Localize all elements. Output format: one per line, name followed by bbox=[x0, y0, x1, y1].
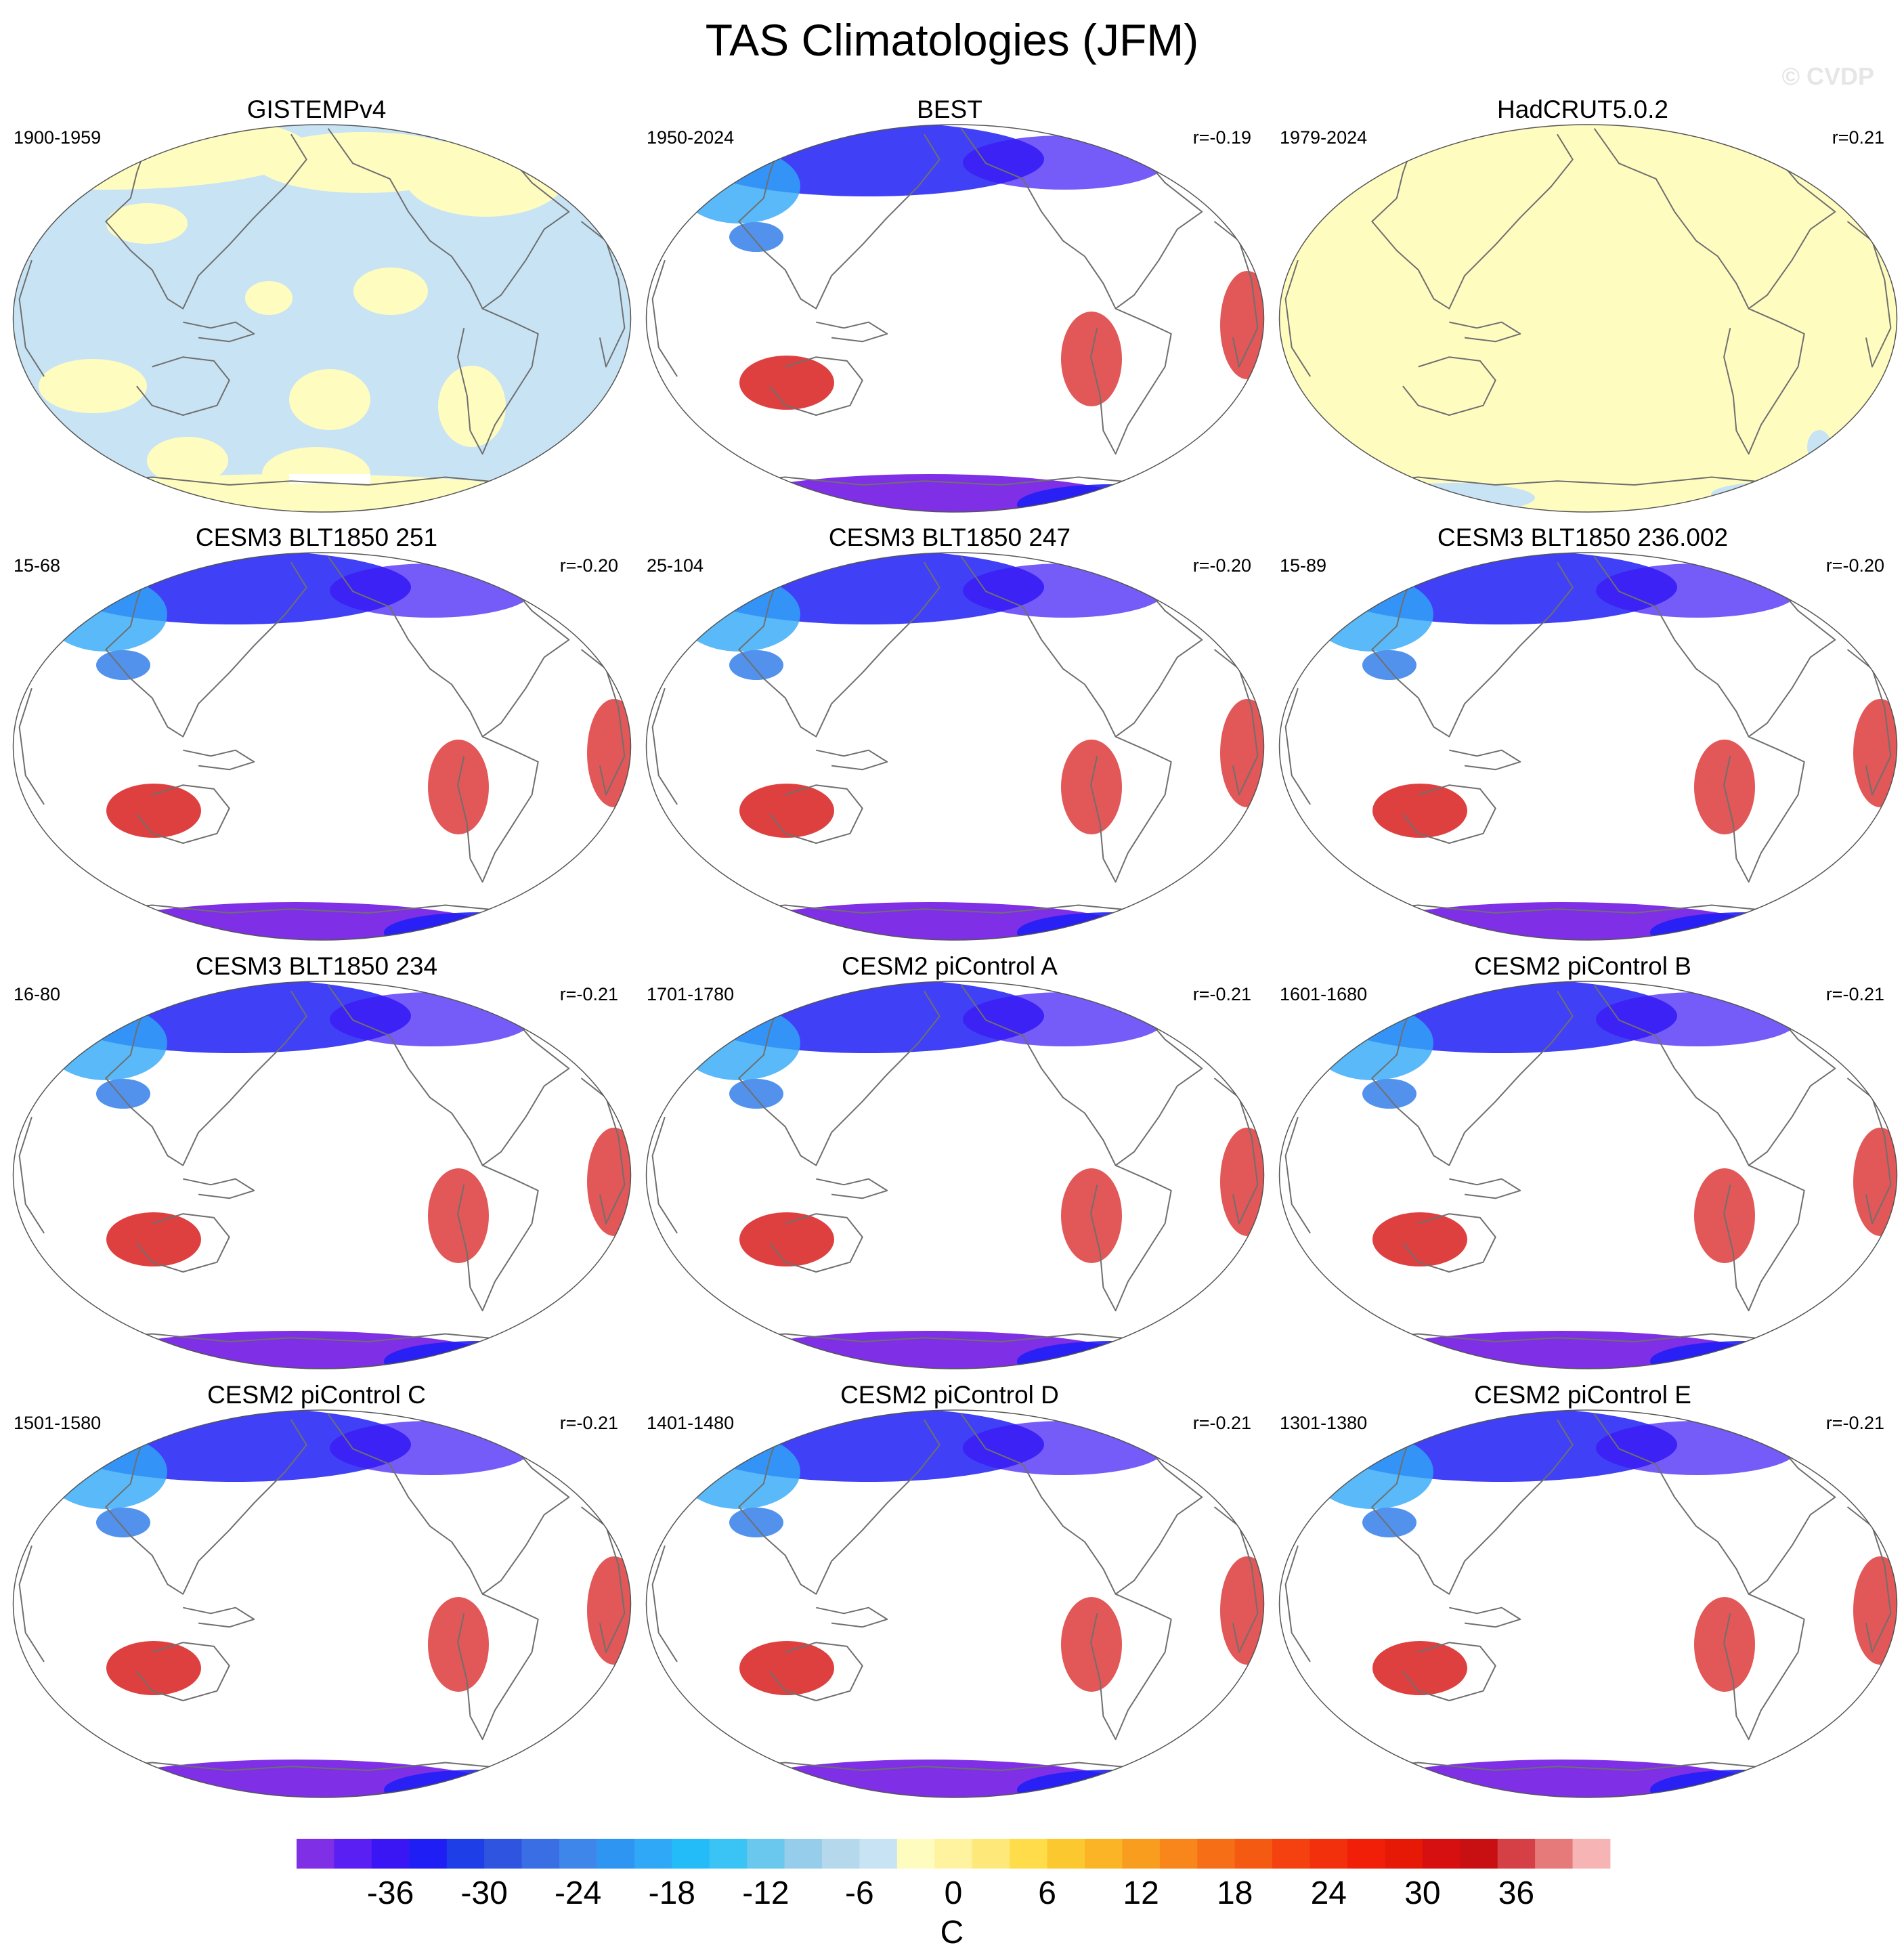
panel-pattern-correlation: r=-0.21 bbox=[1192, 1413, 1251, 1433]
panel-title: CESM3 BLT1850 236.002 bbox=[1437, 524, 1729, 551]
panel-title: CESM2 piControl D bbox=[840, 1381, 1059, 1409]
panel-title: CESM2 piControl A bbox=[842, 952, 1058, 980]
panel-pattern-correlation: r=-0.21 bbox=[559, 1413, 618, 1433]
panel-title: CESM2 piControl B bbox=[1474, 952, 1691, 980]
map-panel: CESM3 BLT1850 247 25-104 r=-0.20 bbox=[633, 523, 1266, 943]
map-panel: HadCRUT5.0.2 1979-2024 r=0.21 bbox=[1266, 95, 1899, 515]
world-map bbox=[1278, 1409, 1898, 1798]
panel-title: CESM2 piControl C bbox=[207, 1381, 426, 1409]
map-panel: CESM2 piControl C 1501-1580 r=-0.21 bbox=[0, 1380, 633, 1800]
world-map bbox=[12, 552, 632, 941]
panel-year-range: 1301-1380 bbox=[1280, 1413, 1368, 1433]
world-map bbox=[645, 1409, 1265, 1798]
map-panel: CESM2 piControl A 1701-1780 r=-0.21 bbox=[633, 952, 1266, 1371]
panel-year-range: 25-104 bbox=[647, 555, 704, 576]
panel-pattern-correlation: r=-0.20 bbox=[559, 555, 618, 576]
map-panel: GISTEMPv4 1900-1959 bbox=[0, 95, 633, 515]
panel-year-range: 1900-1959 bbox=[14, 127, 102, 148]
world-map bbox=[645, 124, 1265, 513]
panel-pattern-correlation: r=-0.21 bbox=[1825, 1413, 1884, 1433]
map-panel: CESM3 BLT1850 236.002 15-89 r=-0.20 bbox=[1266, 523, 1899, 943]
panel-pattern-correlation: r=-0.21 bbox=[1192, 984, 1251, 1004]
world-map bbox=[1278, 124, 1898, 513]
world-map bbox=[645, 552, 1265, 941]
map-panel: BEST 1950-2024 r=-0.19 bbox=[633, 95, 1266, 515]
map-panel: CESM2 piControl E 1301-1380 r=-0.21 bbox=[1266, 1380, 1899, 1800]
map-panel: CESM3 BLT1850 251 15-68 r=-0.20 bbox=[0, 523, 633, 943]
panel-title: CESM3 BLT1850 251 bbox=[195, 524, 438, 551]
world-map bbox=[1278, 981, 1898, 1369]
panel-year-range: 1701-1780 bbox=[647, 984, 735, 1004]
panel-title: CESM3 BLT1850 234 bbox=[195, 952, 438, 980]
map-panel: CESM2 piControl B 1601-1680 r=-0.21 bbox=[1266, 952, 1899, 1371]
world-map bbox=[645, 981, 1265, 1369]
panel-pattern-correlation: r=-0.20 bbox=[1192, 555, 1251, 576]
panel-year-range: 16-80 bbox=[14, 984, 61, 1004]
panel-pattern-correlation: r=0.21 bbox=[1832, 127, 1884, 148]
world-map bbox=[12, 124, 632, 513]
panel-year-range: 1950-2024 bbox=[647, 127, 735, 148]
panel-title: HadCRUT5.0.2 bbox=[1497, 95, 1668, 123]
panel-pattern-correlation: r=-0.20 bbox=[1825, 555, 1884, 576]
panel-title: CESM3 BLT1850 247 bbox=[828, 524, 1071, 551]
panel-year-range: 1601-1680 bbox=[1280, 984, 1368, 1004]
world-map bbox=[12, 1409, 632, 1798]
map-panel: CESM2 piControl D 1401-1480 r=-0.21 bbox=[633, 1380, 1266, 1800]
cvdp-watermark: © CVDP bbox=[1781, 62, 1874, 90]
panel-pattern-correlation: r=-0.21 bbox=[1825, 984, 1884, 1004]
map-panel: CESM3 BLT1850 234 16-80 r=-0.21 bbox=[0, 952, 633, 1371]
panel-year-range: 1979-2024 bbox=[1280, 127, 1368, 148]
figure-title: TAS Climatologies (JFM) bbox=[705, 15, 1199, 65]
world-map bbox=[1278, 552, 1898, 941]
panel-title: CESM2 piControl E bbox=[1474, 1381, 1691, 1409]
colorbar-units-label: C bbox=[940, 1915, 964, 1951]
panel-pattern-correlation: r=-0.21 bbox=[559, 984, 618, 1004]
panel-title: BEST bbox=[917, 95, 982, 123]
panel-year-range: 15-68 bbox=[14, 555, 61, 576]
panel-title: GISTEMPv4 bbox=[246, 95, 387, 123]
world-map bbox=[12, 981, 632, 1369]
panel-year-range: 1501-1580 bbox=[14, 1413, 102, 1433]
panel-year-range: 1401-1480 bbox=[647, 1413, 735, 1433]
panel-pattern-correlation: r=-0.19 bbox=[1192, 127, 1251, 148]
panel-year-range: 15-89 bbox=[1280, 555, 1327, 576]
